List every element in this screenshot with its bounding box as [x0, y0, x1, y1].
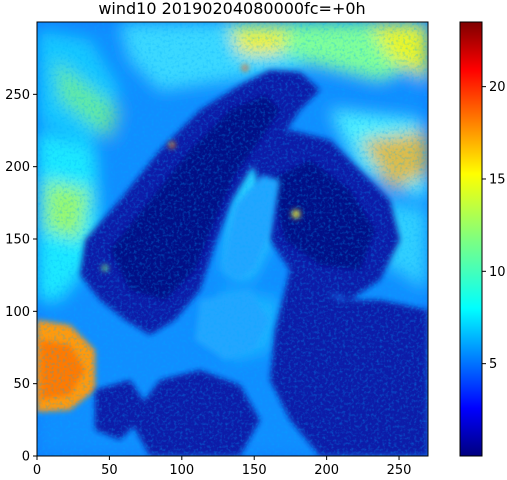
y-tick-label: 100: [5, 305, 30, 320]
x-tick-label: 100: [169, 463, 194, 478]
x-tick-label: 250: [387, 463, 412, 478]
y-axis: 0 50 100 150 200 250: [5, 88, 37, 465]
x-tick-label: 200: [314, 463, 339, 478]
y-tick-label: 0: [22, 450, 30, 465]
chart-title: wind10 20190204080000fc=+0h: [98, 0, 365, 18]
speckle-texture: [37, 22, 428, 456]
colorbar-tick-label: 10: [489, 265, 506, 280]
x-tick-label: 0: [33, 463, 41, 478]
x-tick-label: 50: [101, 463, 118, 478]
y-tick-label: 50: [13, 377, 30, 392]
colorbar-axis: 5 10 15 20: [482, 80, 506, 372]
colorbar-tick-label: 15: [489, 172, 506, 187]
colorbar-tick-label: 5: [489, 357, 497, 372]
heatmap-field: [37, 22, 428, 456]
colorbar-tick-label: 20: [489, 80, 506, 95]
hotspots: [102, 65, 300, 271]
y-tick-label: 150: [5, 233, 30, 248]
colorbar: [459, 21, 483, 457]
y-tick-label: 200: [5, 160, 30, 175]
x-axis: 0 50 100 150 200 250: [33, 456, 412, 478]
x-tick-label: 150: [242, 463, 267, 478]
y-tick-label: 250: [5, 88, 30, 103]
